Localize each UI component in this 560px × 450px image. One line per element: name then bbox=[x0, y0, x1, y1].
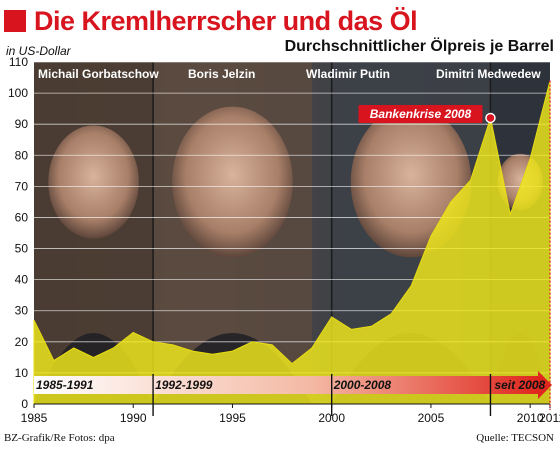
x-tick-2005: 2005 bbox=[418, 411, 445, 425]
era-label-2: 1992-1999 bbox=[155, 378, 213, 392]
leader-name-1: Michail Gorbatschow bbox=[38, 67, 159, 81]
y-tick-70: 70 bbox=[15, 179, 29, 193]
portrait-face bbox=[48, 125, 139, 239]
title-marker-square bbox=[4, 10, 26, 32]
annotations: Bankenkrise 2008 bbox=[358, 104, 496, 124]
x-tick-1995: 1995 bbox=[219, 411, 246, 425]
era-bar: 1985-1991 1992-1999 2000-2008 seit 2008 bbox=[34, 371, 552, 416]
x-tick-2011: 2011 bbox=[539, 411, 560, 425]
y-tick-20: 20 bbox=[15, 335, 29, 349]
y-tick-40: 40 bbox=[15, 273, 29, 287]
y-tick-60: 60 bbox=[15, 210, 29, 224]
unit-label: in US-Dollar bbox=[6, 44, 71, 58]
era-label-1: 1985-1991 bbox=[36, 378, 94, 392]
x-tick-2000: 2000 bbox=[318, 411, 345, 425]
x-tick-1990: 1990 bbox=[120, 411, 147, 425]
y-tick-50: 50 bbox=[15, 242, 29, 256]
era-label-3: 2000-2008 bbox=[333, 378, 392, 392]
annotation-label-1: Bankenkrise 2008 bbox=[370, 107, 472, 121]
x-tick-1985: 1985 bbox=[21, 411, 48, 425]
title-block: Die Kremlherrscher und das Öl bbox=[4, 4, 418, 38]
y-tick-100: 100 bbox=[8, 86, 28, 100]
annotation-box-1 bbox=[358, 104, 483, 123]
x-tick-2010: 2010 bbox=[517, 411, 544, 425]
oil-price-area bbox=[33, 80, 551, 405]
annotation-dot-1 bbox=[485, 112, 496, 124]
leader-name-3: Wladimir Putin bbox=[306, 67, 390, 81]
axes: 0 10 20 30 40 50 60 70 80 90 100 110 1985 1990 1995 200… bbox=[8, 55, 560, 425]
source-text: Quelle: TECSON bbox=[476, 432, 554, 444]
chart-subtitle: Durchschnittlicher Ölpreis je Barrel bbox=[284, 38, 554, 55]
y-tick-110: 110 bbox=[9, 55, 28, 69]
era-arrowhead bbox=[538, 371, 552, 399]
price-area bbox=[33, 80, 551, 405]
y-tick-30: 30 bbox=[15, 304, 29, 318]
y-tick-90: 90 bbox=[15, 117, 29, 131]
credit-text: BZ-Grafik/Re Fotos: dpa bbox=[4, 432, 115, 444]
y-tick-80: 80 bbox=[15, 148, 29, 162]
chart-title: Die Kremlherrscher und das Öl bbox=[34, 5, 418, 36]
leader-name-4: Dimitri Medwedew bbox=[436, 67, 541, 81]
era-band bbox=[34, 376, 538, 394]
y-tick-10: 10 bbox=[15, 366, 29, 380]
era-label-4: seit 2008 bbox=[494, 378, 545, 392]
leader-labels: Michail Gorbatschow Boris Jelzin Wladimir … bbox=[38, 67, 541, 81]
leader-name-2: Boris Jelzin bbox=[188, 67, 255, 81]
y-tick-0: 0 bbox=[21, 397, 28, 411]
portrait-face bbox=[172, 106, 293, 258]
